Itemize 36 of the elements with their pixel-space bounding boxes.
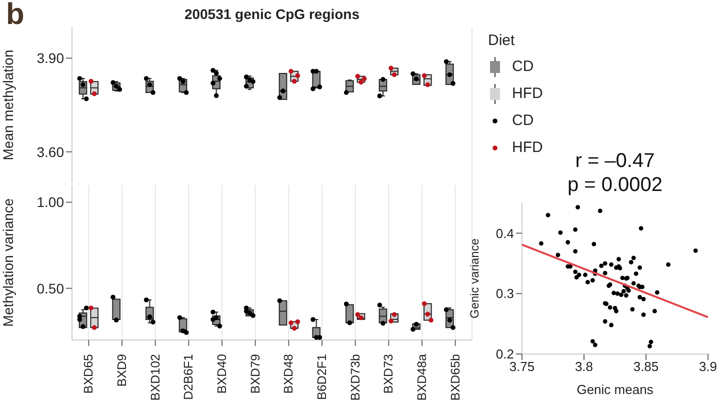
- x-tick-label: BXD65: [82, 354, 96, 394]
- x-tick-label: 3.9: [698, 359, 718, 374]
- chart-title: 200531 genic CpG regions: [183, 6, 361, 22]
- x-tick-label: BXD48a: [415, 354, 429, 401]
- legend-label: CD: [512, 112, 534, 129]
- legend-title: Diet: [488, 32, 516, 49]
- x-axis-title: Genic means: [576, 382, 654, 397]
- y-tick-label: 3.90: [36, 50, 64, 66]
- legend-label: CD: [512, 58, 534, 75]
- y-tick-label: 0.4: [496, 226, 514, 241]
- x-tick-label: 3.8: [574, 359, 594, 374]
- x-tick-label: BXD65b: [448, 354, 462, 401]
- text: r = –0.47: [575, 150, 655, 172]
- y-axis-title: Mean methylation: [0, 50, 16, 160]
- x-tick-label: B6D2F1: [315, 354, 329, 400]
- y-axis-title: Genic variance: [467, 238, 482, 319]
- text: b: [6, 0, 24, 32]
- x-tick-label: 3.75: [509, 359, 535, 374]
- legend-label: HFD: [512, 139, 543, 156]
- x-tick-label: BXD102: [148, 354, 162, 401]
- y-tick-label: 3.60: [36, 144, 64, 160]
- y-tick-label: 0.50: [36, 280, 64, 296]
- x-tick-label: BXD9: [115, 354, 129, 387]
- x-tick-label: BXD79: [248, 354, 262, 394]
- x-tick-label: BXD48: [282, 354, 296, 394]
- x-tick-label: D2B6F1: [182, 354, 196, 400]
- x-tick-label: BXD73b: [348, 354, 362, 401]
- x-tick-label: 3.85: [633, 359, 659, 374]
- x-tick-label: BXD40: [215, 354, 229, 394]
- legend-label: HFD: [512, 85, 543, 102]
- y-tick-label: 0.2: [496, 346, 514, 362]
- x-tick-label: BXD73: [382, 354, 396, 394]
- y-axis-title: Methylation variance: [0, 198, 16, 327]
- y-tick-label: 1.00: [36, 194, 64, 210]
- y-tick-label: 0.3: [496, 286, 514, 302]
- text: p = 0.0002: [566, 174, 664, 197]
